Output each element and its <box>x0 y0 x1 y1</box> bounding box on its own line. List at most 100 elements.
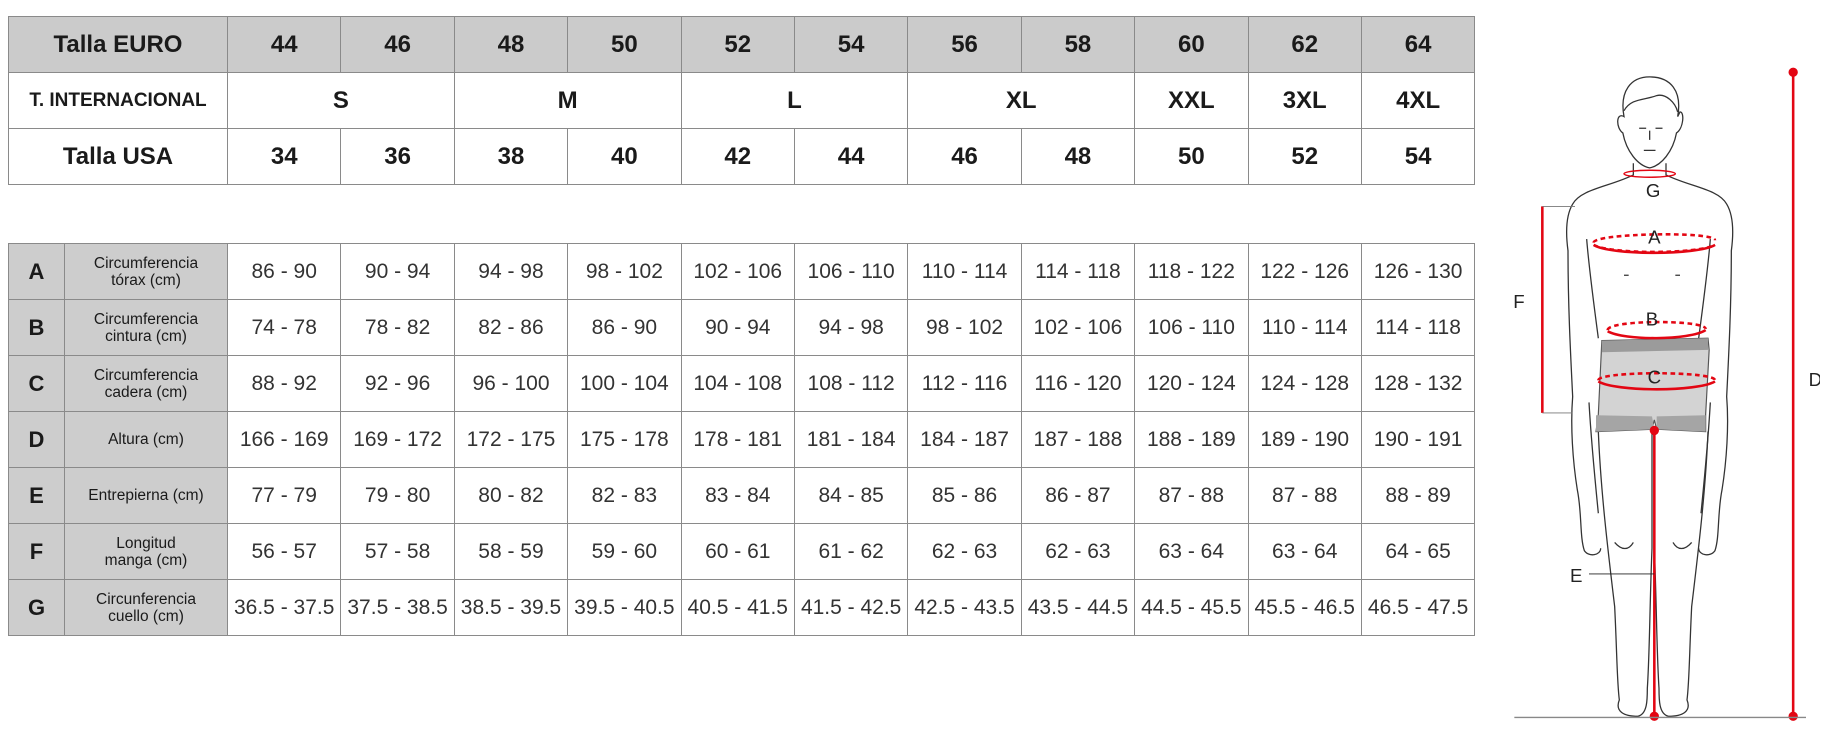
measurement-value: 94 - 98 <box>453 243 569 300</box>
measurement-letter: B <box>8 299 65 356</box>
euro-size-row: Talla EURO 44 46 48 50 52 54 56 58 60 62 64 <box>8 16 1476 73</box>
measurement-value: 59 - 60 <box>567 523 682 580</box>
measurement-value: 88 - 92 <box>226 355 342 412</box>
measurement-label: Circumferencia cadera (cm) <box>64 355 228 412</box>
usa-size-cell: 44 <box>793 128 909 185</box>
measurement-value: 181 - 184 <box>793 411 909 468</box>
measurements-table: A Circumferencia tórax (cm) 86 - 90 90 - 94… <box>8 243 1476 636</box>
measurement-row: C Circumferencia cadera (cm) 88 - 92 92 - 9… <box>8 355 1476 412</box>
label-f: F <box>1513 291 1524 312</box>
measurement-value: 110 - 114 <box>907 243 1022 300</box>
measurement-value: 45.5 - 46.5 <box>1247 579 1362 636</box>
measurement-row: G Circunferencia cuello (cm) 36.5 - 37.5 37… <box>8 579 1476 636</box>
measurement-value: 64 - 65 <box>1360 523 1476 580</box>
measurement-value: 57 - 58 <box>340 523 455 580</box>
measurement-value: 114 - 118 <box>1020 243 1136 300</box>
measurement-value: 41.5 - 42.5 <box>793 579 909 636</box>
measurement-label: Circumferencia cintura (cm) <box>64 299 228 356</box>
measurement-value: 62 - 63 <box>907 523 1022 580</box>
measurement-value: 166 - 169 <box>226 411 342 468</box>
measurement-letter: A <box>8 243 65 300</box>
usa-size-label: Talla USA <box>8 128 228 185</box>
usa-size-row: Talla USA 34 36 38 40 42 44 46 48 50 52 54 <box>8 128 1476 185</box>
size-conversion-table: Talla EURO 44 46 48 50 52 54 56 58 60 62 64 T. INTER… <box>8 16 1476 185</box>
measurement-value: 96 - 100 <box>453 355 569 412</box>
measurement-value: 46.5 - 47.5 <box>1360 579 1476 636</box>
euro-size-cell: 56 <box>907 16 1022 73</box>
measurement-value: 114 - 118 <box>1360 299 1476 356</box>
measurement-value: 189 - 190 <box>1247 411 1362 468</box>
measurement-value: 44.5 - 45.5 <box>1134 579 1249 636</box>
measurement-letter: D <box>8 411 65 468</box>
measurement-value: 120 - 124 <box>1134 355 1249 412</box>
measurement-value: 63 - 64 <box>1134 523 1249 580</box>
international-size-cell: L <box>680 72 909 129</box>
measurement-value: 118 - 122 <box>1134 243 1249 300</box>
measurement-letter: G <box>8 579 65 636</box>
measurement-value: 78 - 82 <box>340 299 455 356</box>
body-outline <box>1565 76 1734 717</box>
measurement-value: 87 - 88 <box>1134 467 1249 524</box>
measurement-value: 178 - 181 <box>680 411 795 468</box>
measurement-value: 84 - 85 <box>793 467 909 524</box>
measure-b-waist <box>1606 320 1707 332</box>
label-b: B <box>1646 308 1658 329</box>
measurement-value: 187 - 188 <box>1020 411 1136 468</box>
international-size-row: T. INTERNACIONAL S M L XL XXL 3XL 4XL <box>8 72 1476 129</box>
usa-size-cell: 52 <box>1247 128 1362 185</box>
measurement-value: 122 - 126 <box>1247 243 1362 300</box>
international-size-cell: XL <box>907 72 1136 129</box>
measurement-row: A Circumferencia tórax (cm) 86 - 90 90 - 94… <box>8 243 1476 300</box>
measurement-value: 106 - 110 <box>793 243 909 300</box>
measurement-value: 86 - 90 <box>226 243 342 300</box>
measurement-letter: E <box>8 467 65 524</box>
international-size-cell: S <box>227 72 455 129</box>
measurement-value: 175 - 178 <box>567 411 682 468</box>
international-size-label: T. INTERNACIONAL <box>8 72 228 129</box>
euro-size-cell: 44 <box>226 16 342 73</box>
euro-size-cell: 62 <box>1247 16 1362 73</box>
measurement-value: 112 - 116 <box>907 355 1022 412</box>
international-size-cell: 3XL <box>1247 72 1362 129</box>
usa-size-cell: 34 <box>226 128 342 185</box>
euro-size-cell: 50 <box>567 16 682 73</box>
measurement-value: 77 - 79 <box>226 467 342 524</box>
euro-size-label: Talla EURO <box>8 16 228 73</box>
measurement-value: 102 - 106 <box>680 243 795 300</box>
measurement-label: Altura (cm) <box>64 411 228 468</box>
usa-size-cell: 46 <box>907 128 1022 185</box>
measurement-value: 56 - 57 <box>226 523 342 580</box>
measurement-row: D Altura (cm) 166 - 169 169 - 172 172 - 175 1… <box>8 411 1476 468</box>
measurement-value: 184 - 187 <box>907 411 1022 468</box>
measurement-value: 36.5 - 37.5 <box>226 579 342 636</box>
measurement-value: 90 - 94 <box>340 243 455 300</box>
international-size-cell: M <box>453 72 682 129</box>
measurement-value: 62 - 63 <box>1020 523 1136 580</box>
usa-size-cell: 42 <box>680 128 795 185</box>
measurement-value: 106 - 110 <box>1134 299 1249 356</box>
measurement-value: 98 - 102 <box>567 243 682 300</box>
measurement-value: 79 - 80 <box>340 467 455 524</box>
usa-size-cell: 48 <box>1020 128 1136 185</box>
measurement-value: 92 - 96 <box>340 355 455 412</box>
measurement-value: 108 - 112 <box>793 355 909 412</box>
usa-size-cell: 36 <box>340 128 455 185</box>
measurement-value: 188 - 189 <box>1134 411 1249 468</box>
measurement-value: 116 - 120 <box>1020 355 1136 412</box>
measurement-row: F Longitud manga (cm) 56 - 57 57 - 58 58 - 5… <box>8 523 1476 580</box>
measurement-value: 85 - 86 <box>907 467 1022 524</box>
usa-size-cell: 50 <box>1134 128 1249 185</box>
measurement-value: 90 - 94 <box>680 299 795 356</box>
measurement-value: 126 - 130 <box>1360 243 1476 300</box>
usa-size-cell: 38 <box>453 128 569 185</box>
measurement-value: 61 - 62 <box>793 523 909 580</box>
shorts-hem <box>1596 415 1706 432</box>
measurement-value: 102 - 106 <box>1020 299 1136 356</box>
measurement-letter: C <box>8 355 65 412</box>
euro-size-cell: 64 <box>1360 16 1476 73</box>
measure-c-hip <box>1597 371 1717 382</box>
measurement-value: 88 - 89 <box>1360 467 1476 524</box>
measurement-value: 83 - 84 <box>680 467 795 524</box>
measurement-value: 60 - 61 <box>680 523 795 580</box>
measurement-value: 94 - 98 <box>793 299 909 356</box>
